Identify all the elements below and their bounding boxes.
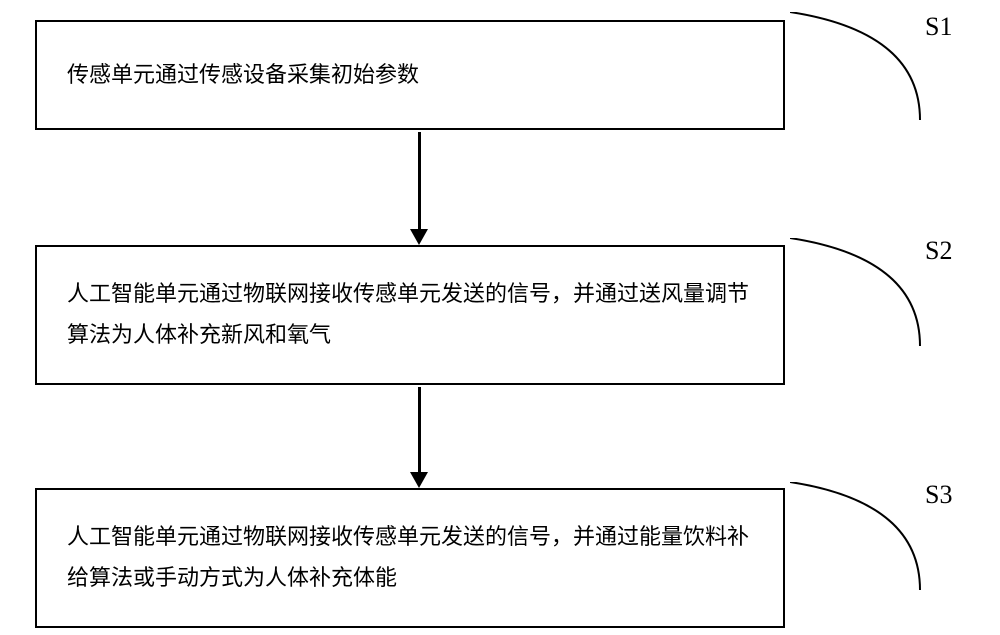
step-box-s2: 人工智能单元通过物联网接收传感单元发送的信号，并通过送风量调节算法为人体补充新风…: [35, 245, 785, 385]
step-label-s1: S1: [925, 12, 952, 42]
step-box-s3: 人工智能单元通过物联网接收传感单元发送的信号，并通过能量饮料补给算法或手动方式为…: [35, 488, 785, 628]
flowchart-canvas: 传感单元通过传感设备采集初始参数 S1 人工智能单元通过物联网接收传感单元发送的…: [0, 0, 1000, 635]
arrow-s2-s3: [410, 387, 428, 488]
step-text-s1: 传感单元通过传感设备采集初始参数: [67, 55, 419, 96]
arrow-s1-s2: [410, 132, 428, 245]
step-label-s2: S2: [925, 236, 952, 266]
connector-curve-s2: [790, 238, 925, 348]
connector-curve-s1: [790, 12, 925, 122]
connector-curve-s3: [790, 482, 925, 592]
step-text-s2: 人工智能单元通过物联网接收传感单元发送的信号，并通过送风量调节算法为人体补充新风…: [67, 274, 753, 355]
step-box-s1: 传感单元通过传感设备采集初始参数: [35, 20, 785, 130]
step-text-s3: 人工智能单元通过物联网接收传感单元发送的信号，并通过能量饮料补给算法或手动方式为…: [67, 517, 753, 598]
step-label-s3: S3: [925, 480, 952, 510]
